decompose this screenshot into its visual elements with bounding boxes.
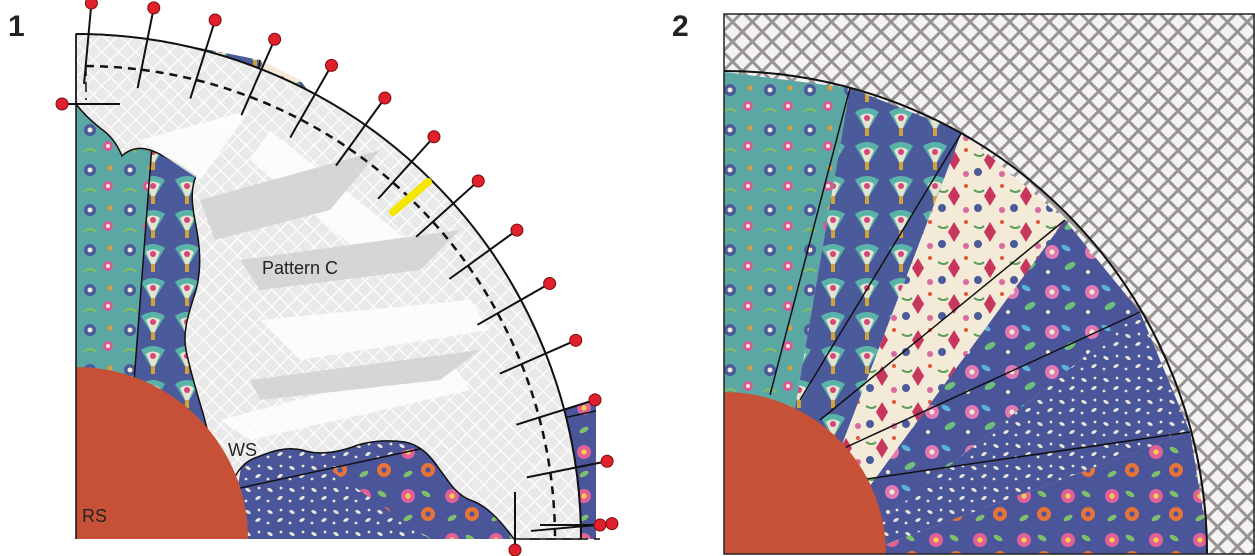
pin-head bbox=[593, 518, 607, 532]
pin-head bbox=[147, 1, 161, 15]
pin-head bbox=[588, 393, 602, 407]
pin-head bbox=[508, 543, 522, 556]
pin-shaft bbox=[448, 229, 518, 280]
pin-shaft bbox=[83, 2, 93, 85]
pin-head bbox=[600, 454, 614, 468]
wrong-side-label: WS bbox=[228, 440, 257, 460]
pin-shaft bbox=[476, 282, 551, 326]
pin-head bbox=[543, 277, 557, 291]
rs-center bbox=[76, 367, 248, 539]
pattern-label: Pattern C bbox=[262, 258, 339, 278]
fold-streaks bbox=[140, 110, 490, 440]
highlight-mark bbox=[389, 178, 432, 216]
wedge2-navy-floral bbox=[820, 220, 1140, 554]
pin-shaft bbox=[240, 38, 276, 116]
wedge2-cream bbox=[800, 132, 1065, 554]
pin-shaft bbox=[526, 460, 608, 479]
pin-head bbox=[55, 97, 69, 111]
pin-head bbox=[427, 130, 441, 144]
pin-head bbox=[471, 174, 485, 188]
pin-head bbox=[378, 91, 392, 105]
pin-head bbox=[84, 0, 98, 10]
mesh-outside bbox=[724, 14, 1255, 554]
panel-2-frame bbox=[723, 13, 1255, 555]
wedge2-garden bbox=[860, 432, 1210, 554]
pin-head bbox=[510, 223, 524, 237]
pin-head bbox=[268, 32, 282, 46]
pin-shaft bbox=[499, 339, 577, 375]
pin-head bbox=[569, 333, 583, 347]
pin-shaft bbox=[335, 97, 386, 167]
pin-shaft bbox=[136, 7, 155, 89]
pin-head bbox=[605, 517, 619, 531]
wedge2-navy-speck bbox=[840, 312, 1190, 554]
pin-shaft bbox=[377, 136, 435, 200]
right-side-label: RS bbox=[82, 506, 108, 526]
pin-shaft bbox=[516, 398, 596, 426]
pin-head bbox=[324, 58, 338, 72]
pins bbox=[55, 0, 619, 556]
outer-arc bbox=[75, 33, 582, 540]
rs-center-2 bbox=[724, 392, 886, 554]
pin-shaft bbox=[289, 64, 333, 139]
panel-number-1: 1 bbox=[8, 10, 25, 43]
pin-head bbox=[208, 13, 222, 27]
pin-shaft bbox=[415, 180, 479, 238]
panel-number-2: 2 bbox=[672, 10, 689, 43]
seam-line bbox=[85, 64, 557, 540]
outer-arc-2 bbox=[723, 70, 1208, 555]
pin-shaft bbox=[189, 19, 217, 99]
